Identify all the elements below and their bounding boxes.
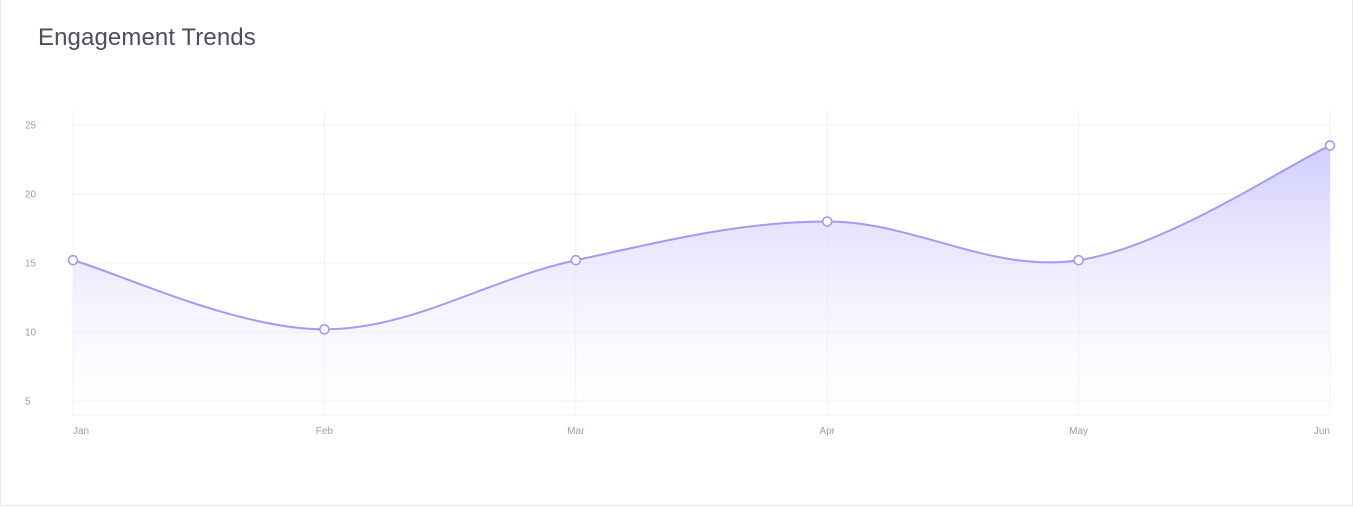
- data-point-apr[interactable]: [821, 216, 833, 227]
- data-points: [67, 140, 1336, 335]
- chart-title: Engagement Trends: [38, 24, 256, 51]
- y-tick-label: 15: [25, 259, 37, 270]
- data-point-mar[interactable]: [570, 254, 582, 266]
- y-tick-label: 10: [25, 328, 37, 339]
- y-tick-label: 20: [25, 189, 37, 200]
- data-point-jan[interactable]: [67, 254, 79, 266]
- data-point-jun[interactable]: [1324, 140, 1336, 151]
- x-tick-label: May: [1069, 426, 1088, 437]
- data-point-feb[interactable]: [319, 324, 330, 335]
- y-tick-label: 25: [25, 120, 37, 131]
- tick-labels: 5 10 15 20 25 Jan Feb Mar Apr May Jun: [25, 120, 1330, 437]
- x-tick-label: Mar: [567, 426, 585, 437]
- x-tick-label: Jun: [1314, 426, 1330, 437]
- y-tick-label: 5: [25, 397, 31, 408]
- area-fill: [73, 145, 1330, 415]
- line-path: [72, 144, 1331, 331]
- area-path: [73, 145, 1330, 415]
- x-tick-label: Feb: [316, 426, 334, 437]
- data-point-may[interactable]: [1073, 254, 1084, 266]
- x-tick-label: Apr: [819, 426, 835, 437]
- series-line: [72, 144, 1331, 331]
- x-tick-label: Jan: [73, 426, 89, 437]
